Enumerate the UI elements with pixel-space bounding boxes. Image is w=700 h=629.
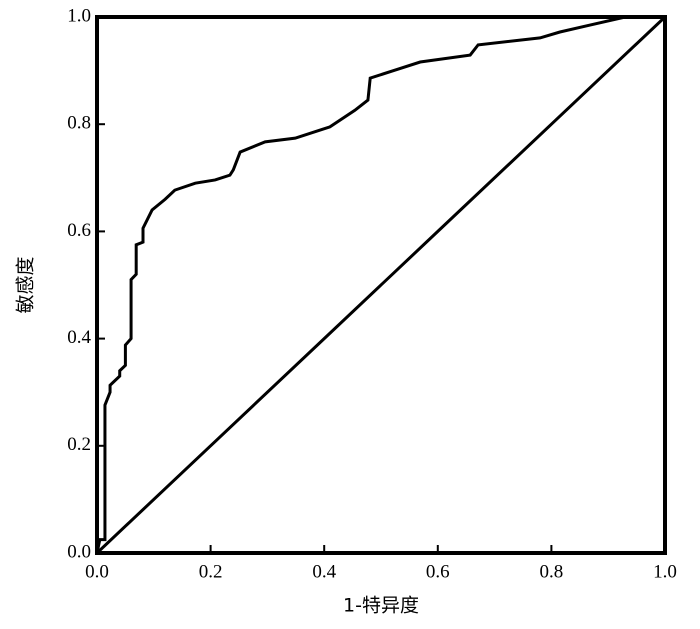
- x-tick-label: 1.0: [653, 561, 677, 582]
- x-tick-label: 0.8: [540, 561, 564, 582]
- x-tick-label: 0.2: [199, 561, 223, 582]
- y-tick-label: 0.6: [67, 220, 91, 241]
- y-axis-title: 敏感度: [15, 256, 37, 313]
- x-tick-label: 0.4: [312, 561, 336, 582]
- x-tick-label: 0.0: [85, 561, 109, 582]
- plot-frame: [95, 15, 667, 555]
- x-axis-title: 1-特异度: [343, 595, 419, 617]
- roc-line: [95, 15, 665, 554]
- y-tick-label: 0.2: [67, 434, 91, 455]
- y-tick-label: 1.0: [67, 5, 91, 26]
- y-tick-label: 0.4: [67, 327, 91, 348]
- roc-line: [95, 15, 667, 555]
- y-tick-label: 0.8: [67, 113, 91, 134]
- x-tick-label: 0.6: [426, 561, 450, 582]
- y-tick-label: 0.0: [67, 541, 91, 562]
